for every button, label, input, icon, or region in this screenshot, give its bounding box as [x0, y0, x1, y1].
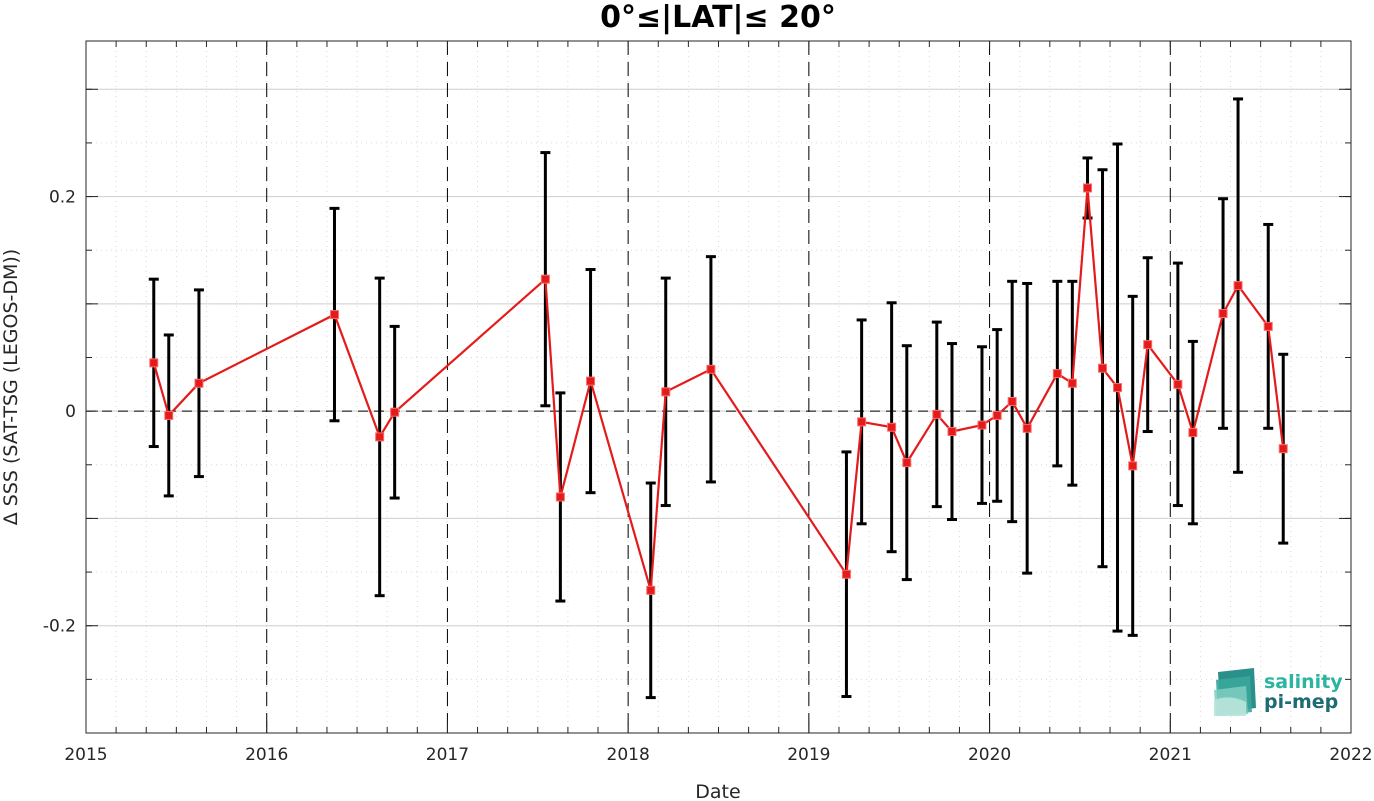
data-point-marker: [540, 274, 550, 284]
data-point-marker: [977, 420, 987, 430]
data-point-marker: [947, 427, 957, 437]
data-point-marker: [1052, 369, 1062, 379]
data-point-marker: [1022, 423, 1032, 433]
chart-title: 0°≤|LAT|≤ 20°: [600, 0, 836, 35]
data-point-marker: [887, 422, 897, 432]
data-point-marker: [194, 378, 204, 388]
x-tick-label: 2018: [607, 745, 650, 765]
logo-text-line1: salinity: [1264, 671, 1343, 693]
y-tick-label: 0: [65, 402, 76, 422]
data-point-marker: [586, 376, 596, 386]
data-point-marker: [1128, 461, 1138, 471]
x-tick-label: 2017: [426, 745, 469, 765]
salinity-pi-mep-logo: salinity pi-mep: [1214, 668, 1343, 716]
data-point-marker: [1083, 183, 1093, 193]
axis-ticks: [85, 41, 1352, 734]
data-point-marker: [329, 310, 339, 320]
x-tick-label: 2021: [1149, 745, 1192, 765]
x-tick-label: 2019: [787, 745, 830, 765]
data-point-marker: [1278, 444, 1288, 454]
data-point-marker: [555, 492, 565, 502]
data-point-marker: [1188, 428, 1198, 438]
data-point-marker: [646, 585, 656, 595]
data-point-marker: [164, 410, 174, 420]
data-point-marker: [1007, 396, 1017, 406]
y-tick-labels: -0.2 0 0.2: [43, 188, 76, 637]
data-point-marker: [1218, 309, 1228, 319]
year-separators: [266, 41, 1171, 733]
data-point-marker: [1067, 378, 1077, 388]
data-point-marker: [1263, 321, 1273, 331]
data-point-marker: [1233, 281, 1243, 291]
logo-text-line2: pi-mep: [1264, 691, 1338, 713]
y-tick-label: -0.2: [43, 617, 76, 637]
data-point-marker: [1113, 383, 1123, 393]
data-point-marker: [706, 364, 716, 374]
data-point-marker: [1173, 379, 1183, 389]
data-point-marker: [390, 407, 400, 417]
y-axis-label: Δ SSS (SAT-TSG (LEGOS-DM)): [0, 249, 22, 525]
data-point-marker: [149, 358, 159, 368]
data-point-marker: [661, 387, 671, 397]
x-axis-label: Date: [695, 781, 740, 801]
data-point-marker: [1143, 340, 1153, 350]
x-tick-label: 2020: [968, 745, 1011, 765]
x-tick-label: 2022: [1329, 745, 1372, 765]
series-markers: [149, 183, 1288, 595]
data-point-marker: [857, 417, 867, 427]
data-point-marker: [1098, 363, 1108, 373]
data-point-marker: [992, 410, 1002, 420]
x-tick-label: 2015: [64, 745, 107, 765]
data-point-marker: [902, 458, 912, 468]
logo-wave-icon: [1214, 668, 1256, 716]
x-tick-labels: 2015 2016 2017 2018 2019 2020 2021 2022: [64, 745, 1372, 765]
data-point-marker: [841, 569, 851, 579]
data-point-marker: [932, 409, 942, 419]
data-point-marker: [375, 432, 385, 442]
y-tick-label: 0.2: [49, 188, 76, 208]
x-tick-label: 2016: [245, 745, 288, 765]
